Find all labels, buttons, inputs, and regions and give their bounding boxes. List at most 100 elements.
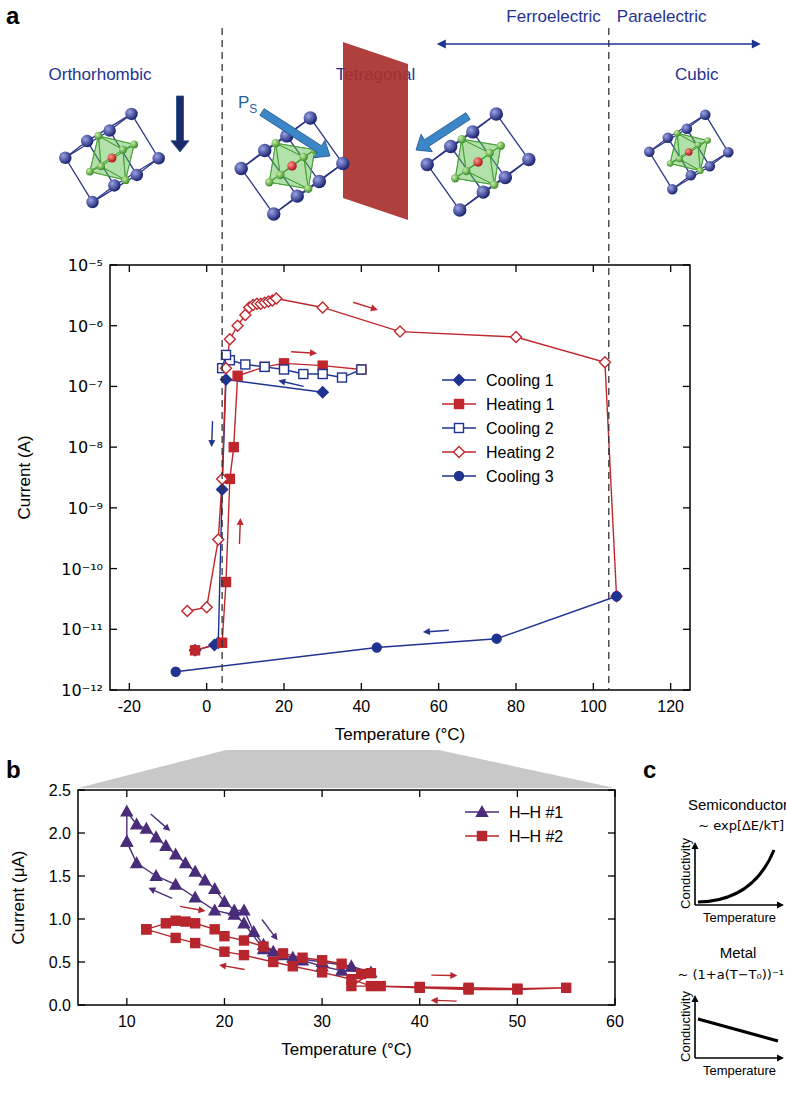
data-point [513, 985, 522, 994]
legend-marker [455, 472, 464, 481]
oxygen-atom [130, 141, 138, 149]
arrow-shaft [291, 352, 311, 353]
barium-atom [234, 162, 247, 175]
oxygen-atom [97, 162, 105, 170]
chart-panel: b1020304050600.00.51.01.52.02.5Temperatu… [6, 756, 624, 1059]
data-point [260, 362, 269, 371]
y-tick [608, 875, 615, 876]
background [0, 0, 786, 1103]
x-tick-label: 60 [430, 698, 448, 715]
x-tick [515, 683, 516, 690]
y-tick [110, 386, 117, 387]
direction-arrow [431, 972, 457, 979]
polarization-arrow [171, 96, 189, 152]
data-point [268, 946, 279, 956]
barium-atom [522, 153, 535, 166]
arrow-head [198, 906, 206, 913]
arrow-head [752, 40, 761, 49]
x-tick [321, 998, 322, 1005]
x-tick [593, 683, 594, 690]
y-tick [683, 507, 690, 508]
data-point [298, 953, 307, 962]
legend-marker [477, 807, 488, 817]
y-tick [110, 264, 117, 265]
legend-marker [454, 375, 465, 386]
legend-label: H–H #1 [509, 804, 563, 821]
cell-edge [93, 175, 137, 202]
barium-atom [663, 132, 674, 143]
data-point [278, 950, 289, 960]
y-tick [683, 689, 690, 690]
data-point [141, 823, 152, 833]
y-tick [78, 1004, 85, 1005]
barium-atom [700, 109, 711, 120]
data-point [317, 387, 328, 398]
data-layer [121, 806, 570, 994]
barium-atom [490, 107, 503, 120]
arrow-head [310, 349, 317, 356]
x-tick-label: 80 [507, 698, 525, 715]
oxygen-atom [695, 142, 702, 149]
barium-atom [453, 203, 466, 216]
plot-frame [78, 790, 615, 1005]
y-tick [78, 875, 85, 876]
data-point [299, 370, 308, 379]
arrow-head [423, 628, 430, 635]
y-tick [608, 918, 615, 919]
data-point [180, 858, 191, 868]
barium-atom [131, 169, 143, 181]
data-point [121, 806, 132, 816]
data-point [318, 361, 327, 370]
x-tick [129, 265, 130, 272]
data-point [121, 836, 132, 846]
data-point [161, 919, 170, 928]
legend-label: Cooling 1 [486, 372, 554, 389]
legend-marker [478, 832, 487, 841]
schematic-curve [698, 1019, 778, 1041]
barium-atom [59, 152, 71, 164]
data-point [259, 942, 268, 951]
data-point [191, 919, 200, 928]
phase-boundary [221, 28, 222, 690]
direction-arrow [431, 997, 457, 1004]
titanium-atom [685, 148, 692, 155]
arrow-head [163, 824, 171, 831]
legend-marker [454, 447, 465, 458]
oxygen-atom [667, 160, 674, 167]
cell-edge [427, 164, 460, 210]
x-tick [224, 790, 225, 797]
series-line [176, 596, 617, 671]
cell-edge [496, 114, 529, 160]
data-point [238, 905, 249, 915]
data-point [288, 962, 297, 971]
data-point [233, 371, 242, 380]
series-line [127, 812, 371, 973]
phase-boundary [608, 28, 609, 690]
x-tick-label: 10 [118, 1013, 136, 1030]
direction-arrows [208, 302, 448, 635]
data-point [239, 951, 248, 960]
data-point [346, 961, 357, 971]
data-point [239, 936, 248, 945]
legend-marker [455, 400, 464, 409]
direction-arrow [237, 518, 244, 544]
data-point [171, 916, 180, 925]
domain-wall [343, 42, 408, 220]
data-point [171, 933, 180, 942]
data-point [209, 883, 220, 893]
titanium-atom [287, 161, 297, 171]
data-point [337, 959, 346, 968]
arrow-shaft [284, 382, 304, 387]
arrow-shaft [428, 630, 448, 632]
data-point [151, 871, 162, 881]
oxygen-atom [95, 132, 103, 140]
figure: a-2002040608010012010⁻¹²10⁻¹¹10⁻¹⁰10⁻⁹10… [0, 0, 786, 1103]
barium-atom [705, 161, 716, 172]
x-tick-label: 40 [352, 698, 370, 715]
data-point [142, 925, 151, 934]
data-point [229, 443, 238, 452]
data-point [365, 967, 376, 977]
arrow-shaft [225, 966, 245, 970]
x-tick [361, 265, 362, 272]
data-point [170, 879, 181, 889]
